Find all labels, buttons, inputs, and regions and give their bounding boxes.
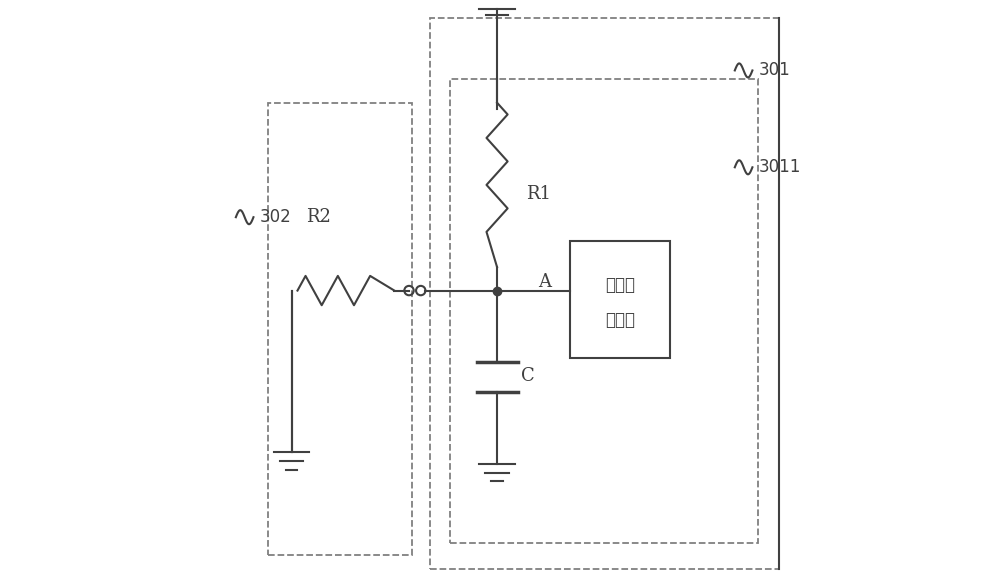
Text: 3011: 3011: [758, 158, 801, 176]
Text: R1: R1: [526, 185, 551, 203]
Text: R2: R2: [306, 208, 330, 226]
Text: C: C: [521, 367, 534, 384]
Text: 302: 302: [259, 208, 291, 226]
Text: 电压采: 电压采: [605, 276, 635, 294]
Text: A: A: [538, 272, 551, 291]
Text: 集电路: 集电路: [605, 311, 635, 329]
Text: 301: 301: [758, 62, 790, 79]
